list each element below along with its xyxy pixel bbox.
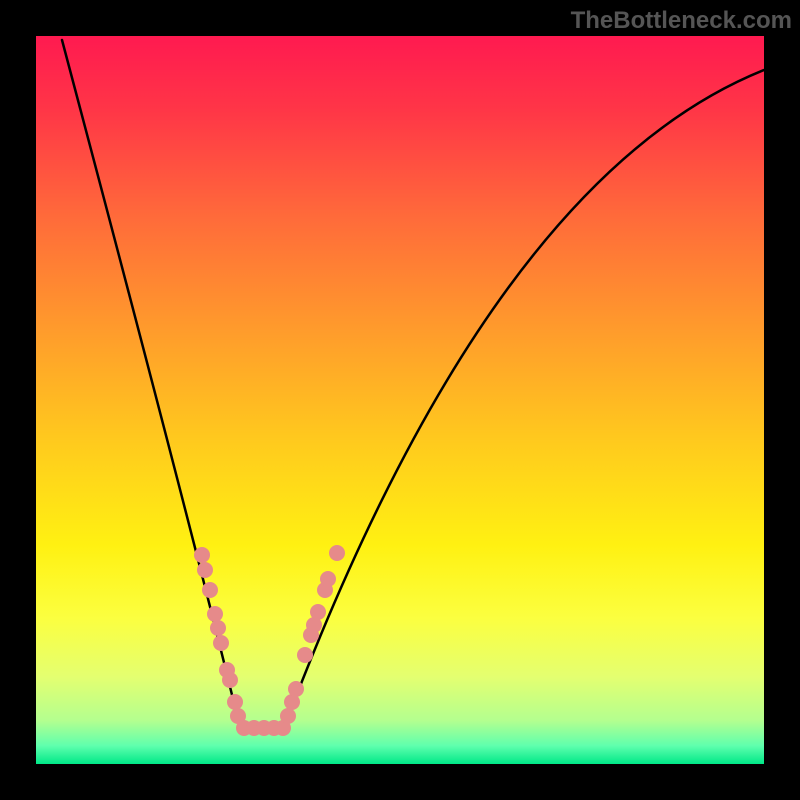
data-marker	[197, 562, 213, 578]
data-marker	[222, 672, 238, 688]
bottleneck-curve	[62, 40, 764, 728]
plot-area	[36, 36, 764, 764]
watermark-text: TheBottleneck.com	[571, 7, 792, 35]
data-marker	[329, 545, 345, 561]
data-marker	[297, 647, 313, 663]
data-marker	[227, 694, 243, 710]
data-marker	[280, 708, 296, 724]
data-marker	[320, 571, 336, 587]
data-marker	[213, 635, 229, 651]
data-marker	[194, 547, 210, 563]
data-marker	[288, 681, 304, 697]
data-marker	[202, 582, 218, 598]
chart-container: TheBottleneck.com	[0, 0, 800, 800]
data-marker	[310, 604, 326, 620]
data-marker	[210, 620, 226, 636]
data-marker	[207, 606, 223, 622]
curve-overlay	[36, 36, 764, 764]
